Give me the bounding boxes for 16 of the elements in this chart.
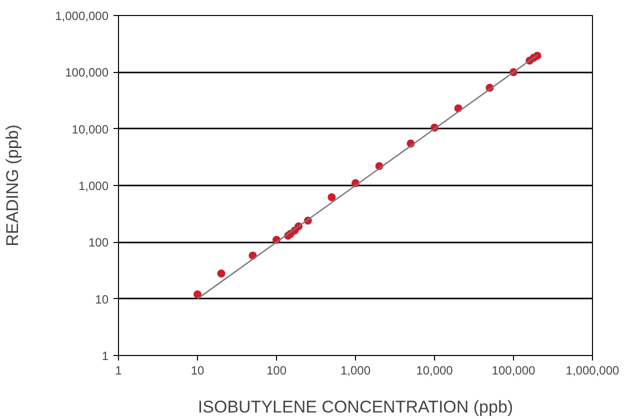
x-tick-label: 10 (190, 364, 204, 378)
y-tick-label: 100 (88, 236, 109, 250)
x-tick-label: 10,000 (416, 364, 454, 378)
x-tick-label: 100,000 (492, 364, 536, 378)
x-tick-label: 1,000,000 (566, 364, 620, 378)
y-tick-label: 1,000 (78, 179, 109, 193)
x-axis-title: ISOBUTYLENE CONCENTRATION (ppb) (198, 398, 514, 416)
y-tick-label: 1,000,000 (55, 9, 109, 23)
y-axis-title: READING (ppb) (3, 124, 22, 246)
x-tick-label: 1,000 (340, 364, 371, 378)
y-tick-label: 10 (95, 292, 109, 306)
y-tick-label: 10,000 (72, 122, 109, 136)
y-tick-label: 1 (102, 349, 109, 363)
x-tick-label: 1 (115, 364, 122, 378)
y-tick-label: 100,000 (65, 66, 109, 80)
x-tick-label: 100 (266, 364, 287, 378)
